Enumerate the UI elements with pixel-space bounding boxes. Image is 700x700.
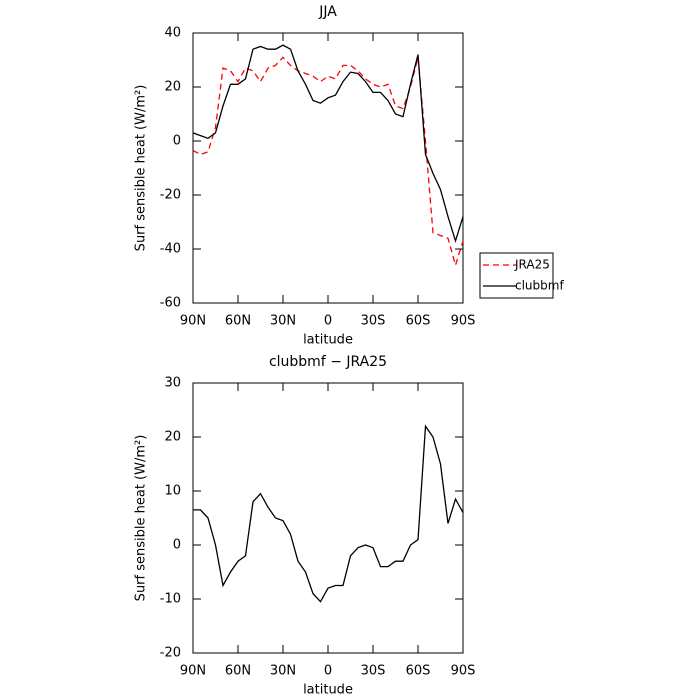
y-axis-label: Surf sensible heat (W/m²) xyxy=(134,435,149,602)
x-tick-label: 60S xyxy=(406,314,431,329)
x-tick-label: 60N xyxy=(225,314,251,329)
x-tick-label: 30N xyxy=(270,664,296,679)
x-tick-label: 0 xyxy=(324,314,332,329)
plot-frame xyxy=(192,32,464,304)
x-tick-label: 30S xyxy=(361,664,386,679)
chart-title: JJA xyxy=(318,4,337,20)
y-tick-label: 0 xyxy=(173,538,181,553)
y-tick-label: 30 xyxy=(164,376,181,391)
x-tick-label: 30N xyxy=(270,314,296,329)
y-tick-label: 0 xyxy=(173,134,181,149)
x-tick-label: 0 xyxy=(324,664,332,679)
x-axis-label: latitude xyxy=(303,683,353,698)
x-tick-label: 30S xyxy=(361,314,386,329)
y-tick-label: -40 xyxy=(160,242,181,257)
y-tick-label: 20 xyxy=(164,430,181,445)
x-tick-label: 90N xyxy=(180,314,206,329)
chart-title: clubbmf − JRA25 xyxy=(269,354,387,370)
plot-frame xyxy=(192,382,464,654)
legend-box xyxy=(479,252,554,299)
y-axis-label: Surf sensible heat (W/m²) xyxy=(134,85,149,252)
series-line xyxy=(193,424,464,603)
y-tick-label: -60 xyxy=(160,296,181,311)
y-tick-label: -20 xyxy=(160,646,181,661)
series-line xyxy=(192,44,464,244)
legend-label: JRA25 xyxy=(514,258,550,272)
x-tick-label: 60N xyxy=(225,664,251,679)
y-tick-label: 40 xyxy=(164,26,181,41)
y-tick-label: -10 xyxy=(160,592,181,607)
x-tick-label: 90S xyxy=(451,314,476,329)
y-tick-label: 10 xyxy=(164,484,181,499)
x-tick-label: 60S xyxy=(406,664,431,679)
y-tick-label: 20 xyxy=(164,80,181,95)
x-tick-label: 90S xyxy=(451,664,476,679)
legend-label: clubbmf xyxy=(515,279,564,293)
y-tick-label: -20 xyxy=(160,188,181,203)
x-tick-label: 90N xyxy=(180,664,206,679)
series-line xyxy=(192,56,464,268)
x-axis-label: latitude xyxy=(303,333,353,348)
